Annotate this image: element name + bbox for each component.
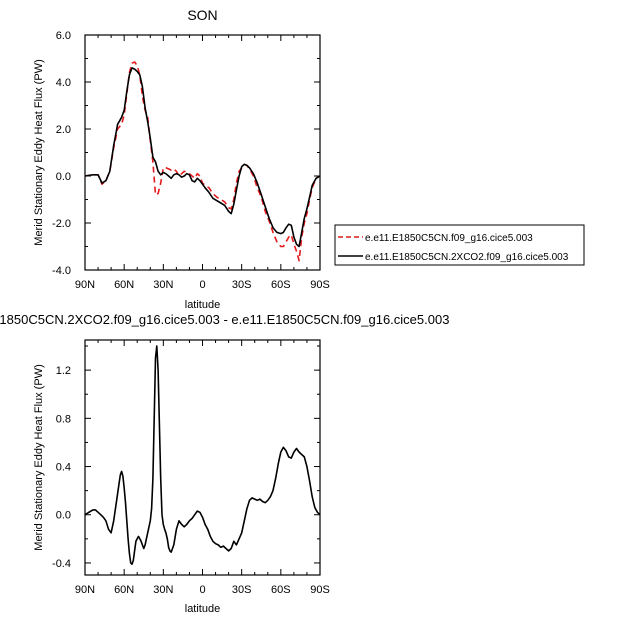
- x-tick-label: 0: [199, 279, 205, 291]
- y-tick-label: 2.0: [56, 124, 71, 136]
- chart-panel-2: e.e11.E1850C5CN.2XCO2.f09_g16.cice5.003 …: [0, 312, 449, 615]
- x-tick-label: 90S: [310, 584, 330, 596]
- x-tick-label: 60N: [114, 584, 134, 596]
- y-tick-label: 6.0: [56, 30, 71, 42]
- x-tick-label: 90N: [75, 279, 95, 291]
- y-tick-label: -0.4: [52, 558, 71, 570]
- x-axis-label: latitude: [185, 603, 220, 615]
- x-tick-label: 30N: [153, 584, 173, 596]
- plot-frame: [84, 339, 321, 576]
- x-tick-label: 30N: [153, 279, 173, 291]
- y-tick-label: 0.0: [56, 171, 71, 183]
- x-axis-label: latitude: [185, 299, 220, 311]
- chart-panel-1: SON 90N 60N 30N 0 30S 60S 90S -4.0 -2.0 0.0 2.0 4.0 6…: [33, 7, 585, 311]
- chart-title: SON: [187, 7, 217, 23]
- y-axis-label: Merid Stationary Eddy Heat Flux (PW): [33, 59, 45, 245]
- x-tick-label: 0: [199, 584, 205, 596]
- y-tick-label: 1.2: [56, 365, 71, 377]
- plot-frame: [84, 34, 321, 271]
- x-tick-label: 60S: [271, 584, 291, 596]
- y-tick-label: -2.0: [52, 218, 71, 230]
- x-tick-label: 60S: [271, 279, 291, 291]
- y-tick-label: 4.0: [56, 77, 71, 89]
- y-tick-label: 0.4: [56, 462, 71, 474]
- x-tick-label: 90S: [310, 279, 330, 291]
- series-line-1: [85, 345, 320, 566]
- legend-label-1: e.e11.E1850C5CN.f09_g16.cice5.003: [365, 233, 533, 244]
- x-tick-label: 60N: [114, 279, 134, 291]
- series-line-1: [85, 61, 320, 262]
- legend-box: [334, 224, 585, 266]
- x-tick-label: 30S: [232, 279, 252, 291]
- y-tick-label: 0.0: [56, 510, 71, 522]
- y-tick-label: -4.0: [52, 265, 71, 277]
- y-tick-label: 0.8: [56, 413, 71, 425]
- legend-label-2: e.e11.E1850C5CN.2XCO2.f09_g16.cice5.003: [365, 252, 569, 263]
- x-tick-label: 30S: [232, 584, 252, 596]
- chart-title: e.e11.E1850C5CN.2XCO2.f09_g16.cice5.003 …: [0, 312, 449, 327]
- series-line-2: [85, 67, 320, 248]
- x-tick-label: 90N: [75, 584, 95, 596]
- legend: e.e11.E1850C5CN.f09_g16.cice5.003 e.e11.E…: [334, 224, 585, 266]
- y-axis-label: Merid Stationary Eddy Heat Flux (PW): [33, 364, 45, 550]
